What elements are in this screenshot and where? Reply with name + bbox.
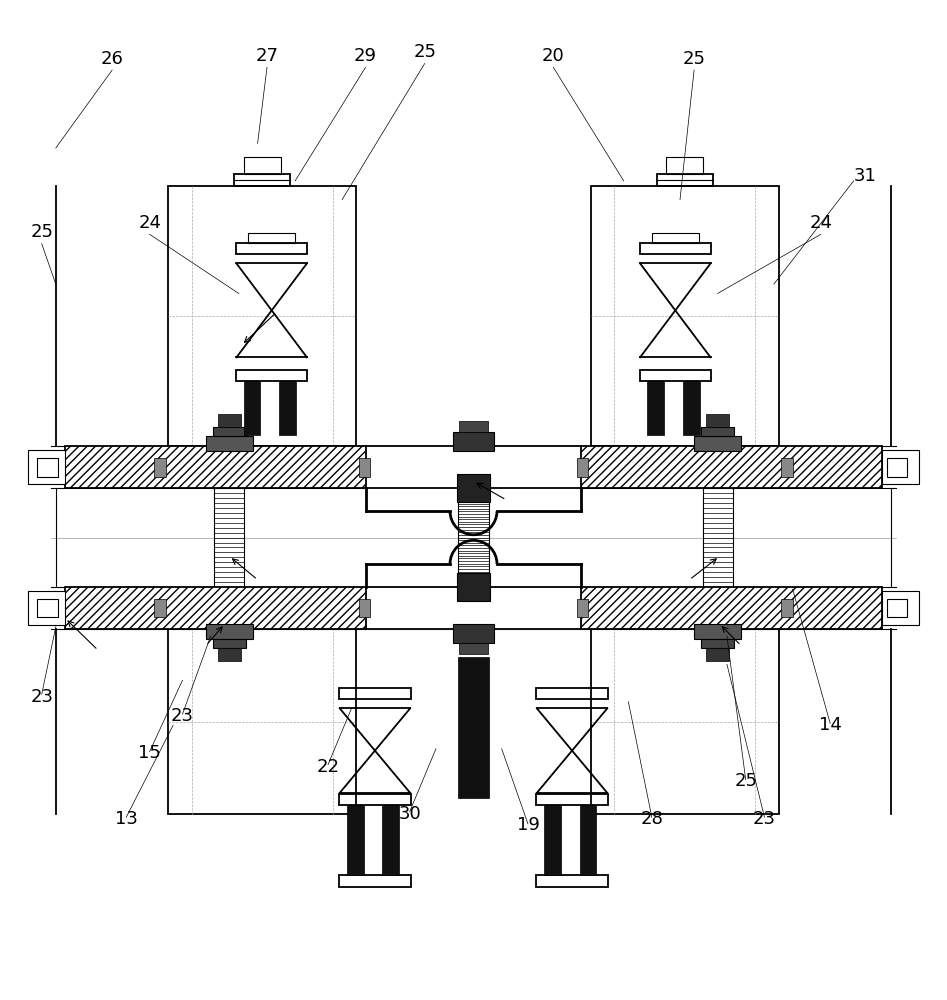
Bar bbox=[886, 458, 907, 477]
Bar bbox=[639, 243, 711, 254]
Text: 26: 26 bbox=[100, 50, 123, 68]
Text: 29: 29 bbox=[354, 47, 377, 65]
Text: 25: 25 bbox=[413, 43, 437, 61]
Bar bbox=[781, 599, 793, 617]
Bar bbox=[218, 414, 241, 427]
Text: 23: 23 bbox=[753, 810, 776, 828]
Text: 25: 25 bbox=[734, 772, 758, 790]
Bar bbox=[366, 445, 581, 490]
Bar bbox=[27, 450, 65, 484]
Text: 24: 24 bbox=[810, 214, 832, 232]
Bar bbox=[457, 657, 490, 798]
Bar bbox=[694, 624, 741, 639]
Bar bbox=[781, 458, 793, 477]
Bar bbox=[65, 587, 882, 629]
Bar bbox=[339, 688, 411, 699]
Text: 28: 28 bbox=[640, 810, 663, 828]
Bar bbox=[243, 157, 281, 174]
Text: 27: 27 bbox=[256, 47, 278, 65]
Bar bbox=[359, 458, 370, 477]
Bar bbox=[536, 794, 608, 805]
Bar bbox=[206, 436, 253, 451]
Bar bbox=[647, 381, 664, 435]
Bar bbox=[577, 599, 588, 617]
Bar bbox=[701, 427, 735, 436]
Bar bbox=[27, 591, 65, 625]
Bar bbox=[459, 421, 488, 432]
Bar bbox=[544, 805, 561, 875]
Text: 25: 25 bbox=[30, 223, 53, 241]
Bar bbox=[366, 585, 581, 630]
Bar bbox=[886, 599, 907, 617]
Bar bbox=[248, 233, 295, 243]
Bar bbox=[453, 432, 494, 451]
Text: 20: 20 bbox=[542, 47, 564, 65]
Text: 22: 22 bbox=[316, 758, 340, 776]
Bar bbox=[591, 186, 778, 446]
Bar bbox=[456, 573, 491, 601]
Text: 24: 24 bbox=[138, 214, 161, 232]
Bar bbox=[154, 599, 166, 617]
Bar bbox=[279, 381, 296, 435]
Bar bbox=[206, 624, 253, 639]
Bar bbox=[169, 186, 356, 446]
Bar bbox=[339, 794, 411, 805]
Bar bbox=[706, 414, 729, 427]
Bar bbox=[234, 174, 291, 186]
Bar bbox=[656, 174, 713, 186]
Bar bbox=[236, 370, 308, 381]
Text: 23: 23 bbox=[30, 688, 53, 706]
Bar bbox=[591, 629, 778, 814]
Bar bbox=[383, 805, 400, 875]
Bar bbox=[65, 446, 882, 488]
Bar bbox=[243, 381, 260, 435]
Bar bbox=[212, 639, 246, 648]
Text: 14: 14 bbox=[819, 716, 842, 734]
Bar bbox=[37, 599, 58, 617]
Bar bbox=[154, 458, 166, 477]
Bar bbox=[536, 688, 608, 699]
Bar bbox=[453, 624, 494, 643]
Bar bbox=[580, 805, 597, 875]
Bar bbox=[683, 381, 700, 435]
Text: 31: 31 bbox=[853, 167, 877, 185]
Bar bbox=[666, 157, 704, 174]
Bar bbox=[456, 474, 491, 502]
Bar bbox=[339, 875, 411, 887]
Bar bbox=[347, 805, 364, 875]
Text: 23: 23 bbox=[171, 707, 194, 725]
Bar bbox=[882, 450, 920, 484]
Bar bbox=[701, 639, 735, 648]
Text: 19: 19 bbox=[516, 816, 540, 834]
Bar bbox=[706, 648, 729, 661]
Bar bbox=[236, 243, 308, 254]
Text: 13: 13 bbox=[115, 810, 137, 828]
Bar bbox=[218, 648, 241, 661]
Bar bbox=[694, 436, 741, 451]
Bar bbox=[652, 233, 699, 243]
Text: 30: 30 bbox=[399, 805, 421, 823]
Bar bbox=[459, 643, 488, 654]
Text: 25: 25 bbox=[683, 50, 706, 68]
Bar bbox=[639, 370, 711, 381]
Bar bbox=[212, 427, 246, 436]
Bar bbox=[577, 458, 588, 477]
Bar bbox=[882, 591, 920, 625]
Bar bbox=[37, 458, 58, 477]
Bar bbox=[359, 599, 370, 617]
Text: 15: 15 bbox=[138, 744, 161, 762]
Bar bbox=[169, 629, 356, 814]
Bar bbox=[536, 875, 608, 887]
